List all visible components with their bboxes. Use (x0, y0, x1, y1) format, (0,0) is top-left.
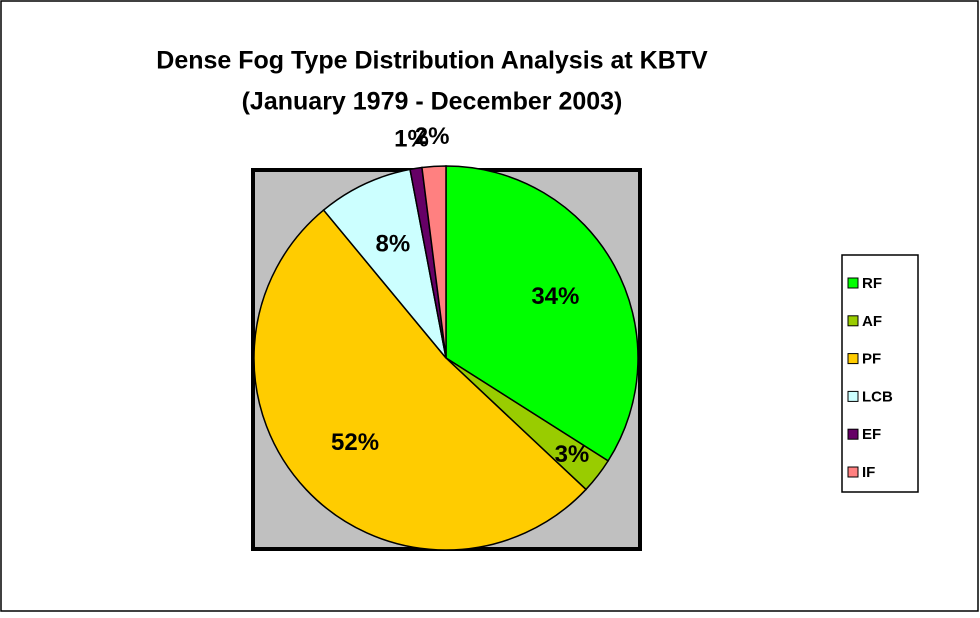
legend-swatch (847, 353, 859, 365)
slice-label: 52% (331, 429, 379, 456)
slice-label: 1% (394, 125, 429, 152)
legend-label: RF (862, 275, 882, 292)
legend-swatch (847, 428, 859, 440)
legend-swatch (847, 277, 859, 289)
legend-box (841, 254, 919, 493)
legend-label: LCB (862, 388, 893, 405)
pie-slice (445, 165, 639, 462)
chart-subtitle: (January 1979 - December 2003) (242, 88, 623, 116)
legend-label: PF (862, 351, 881, 368)
legend-label: AF (862, 313, 882, 330)
pie-slice (253, 209, 588, 551)
slice-label: 34% (531, 283, 579, 310)
legend-label: IF (862, 464, 875, 481)
legend-label: EF (862, 426, 881, 443)
legend-swatch (847, 315, 859, 327)
slice-label: 3% (555, 441, 590, 468)
pie-slice (322, 168, 447, 359)
pie-slice (421, 165, 447, 359)
slice-label: 2% (415, 123, 450, 150)
legend-swatch (847, 466, 859, 478)
slice-label: 8% (376, 230, 411, 257)
legend-swatch (847, 390, 859, 402)
chart-title: Dense Fog Type Distribution Analysis at … (156, 47, 708, 75)
